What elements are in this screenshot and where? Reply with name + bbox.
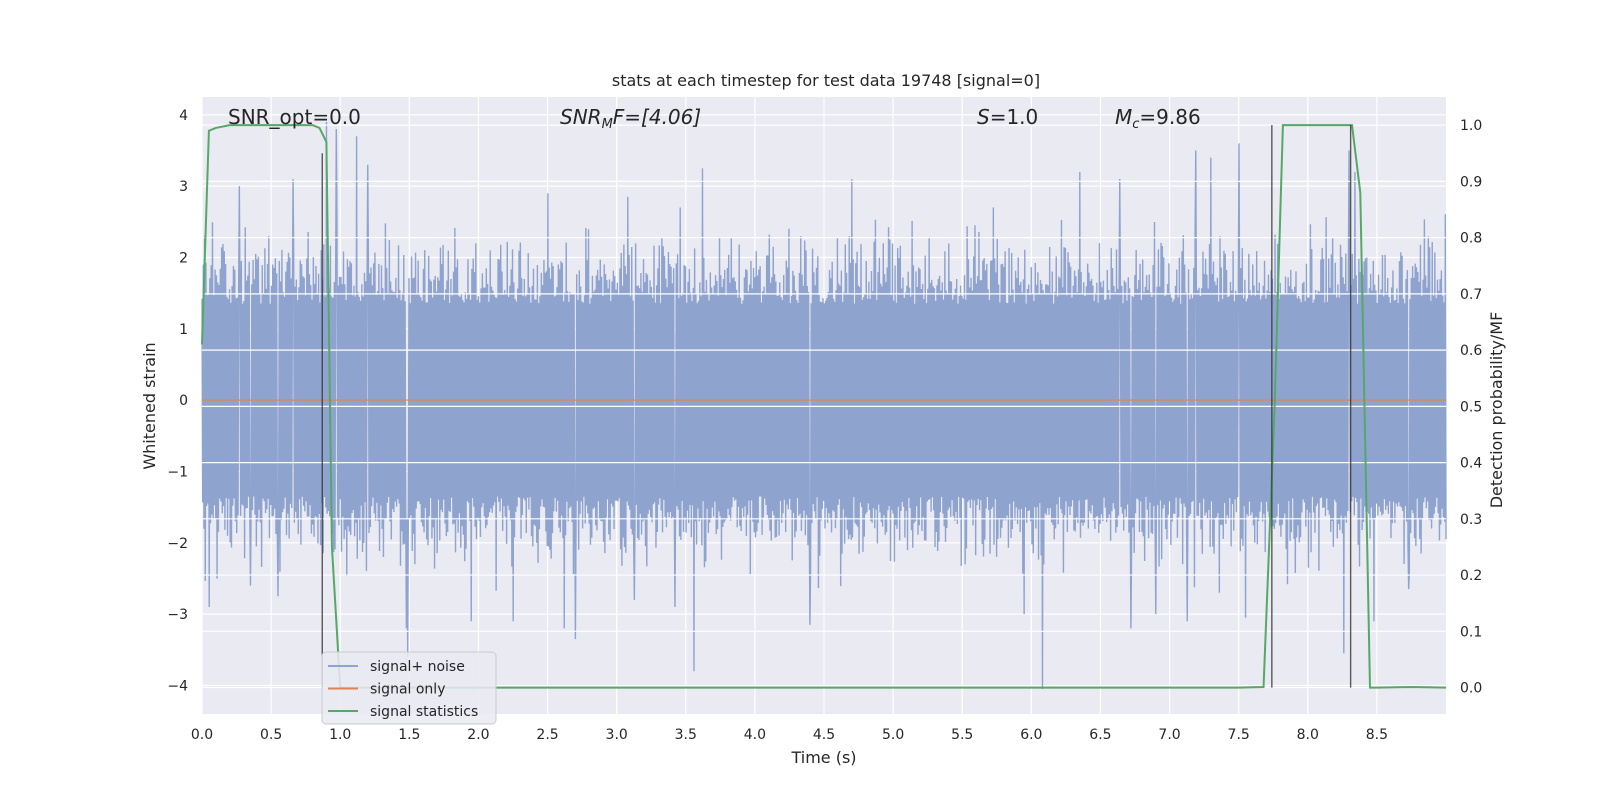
y-axis-label: Whitened strain — [140, 342, 159, 469]
y-tick-label: 0 — [179, 393, 188, 409]
y-tick-label: −4 — [167, 678, 188, 694]
y-right-tick-label: 0.9 — [1460, 174, 1482, 190]
legend-label: signal+ noise — [370, 659, 465, 675]
x-tick-label: 4.5 — [813, 727, 835, 743]
x-tick-label: 1.5 — [398, 727, 420, 743]
y-right-tick-label: 0.1 — [1460, 624, 1482, 640]
annotation-snr-opt: SNR_opt=0.0 — [228, 105, 361, 129]
axis-ticks: 0.0 0.5 1.0 1.5 2.0 2.5 3.0 3.5 4.0 4.5 5.0 5.5 6.0 6… — [167, 108, 1482, 743]
x-axis-label: Time (s) — [790, 748, 856, 767]
threshold-markers — [321, 125, 1352, 688]
y-tick-label: 2 — [179, 250, 188, 266]
legend-box — [321, 651, 497, 725]
y-axis-right-label: Detection probability/MF — [1487, 312, 1506, 509]
y-tick-label: 1 — [179, 322, 188, 338]
y-right-tick-label: 0.6 — [1460, 343, 1482, 359]
legend-label: signal statistics — [370, 704, 478, 720]
x-tick-label: 3.5 — [675, 727, 697, 743]
y-tick-label: −1 — [167, 464, 188, 480]
x-tick-label: 7.5 — [1228, 727, 1250, 743]
y-right-tick-label: 0.5 — [1460, 399, 1482, 415]
y-right-tick-label: 0.2 — [1460, 568, 1482, 584]
signal-plus-noise-line — [201, 121, 1447, 690]
annotation-s: S=1.0 — [977, 105, 1038, 129]
x-tick-label: 0.0 — [191, 727, 213, 743]
annotation-snr-mf-sub: M — [602, 117, 613, 132]
white-overlay-lines — [202, 124, 1446, 689]
y-right-tick-label: 0.8 — [1460, 231, 1482, 247]
y-right-tick-label: 0.3 — [1460, 512, 1482, 528]
x-tick-label: 4.0 — [744, 727, 766, 743]
x-tick-label: 2.0 — [467, 727, 489, 743]
signal-statistics-line — [201, 124, 1447, 689]
annotation-snr-mf: SNRMF=[4.06] — [560, 105, 701, 132]
x-tick-label: 8.0 — [1297, 727, 1319, 743]
y-tick-label: −3 — [167, 607, 188, 623]
x-tick-label: 5.0 — [882, 727, 904, 743]
annotation-snr-mf-rest: F=[4.06] — [613, 105, 701, 129]
y-tick-label: 3 — [179, 179, 188, 195]
y-right-tick-label: 0.0 — [1460, 681, 1482, 697]
legend-label: signal only — [370, 682, 445, 698]
annotation-mc-rest: =9.86 — [1139, 105, 1200, 129]
x-tick-label: 5.5 — [951, 727, 973, 743]
series-signal-plus-noise — [201, 121, 1447, 690]
y-tick-label: 4 — [179, 108, 188, 124]
annotation-s-rest: =1.0 — [990, 105, 1039, 129]
annotation-mc-sub: c — [1132, 117, 1139, 132]
y-right-tick-label: 0.4 — [1460, 456, 1482, 472]
annotation-snr-mf-main: SNR — [560, 105, 602, 129]
x-tick-label: 3.0 — [606, 727, 628, 743]
x-tick-label: 6.0 — [1020, 727, 1042, 743]
annotation-s-main: S — [977, 105, 990, 129]
x-tick-label: 8.5 — [1366, 727, 1388, 743]
annotation-mc-main: M — [1115, 105, 1132, 129]
y-right-tick-label: 1.0 — [1460, 118, 1482, 134]
series-signal-statistics — [201, 124, 1447, 689]
y-right-tick-label: 0.7 — [1460, 287, 1482, 303]
x-tick-label: 6.5 — [1089, 727, 1111, 743]
x-tick-label: 2.5 — [536, 727, 558, 743]
y-tick-label: −2 — [167, 536, 188, 552]
chart-title: stats at each timestep for test data 197… — [612, 71, 1040, 90]
x-tick-label: 0.5 — [260, 727, 282, 743]
x-tick-label: 1.0 — [329, 727, 351, 743]
x-tick-label: 7.0 — [1158, 727, 1180, 743]
legend: signal+ noise signal only signal statistic… — [321, 651, 497, 725]
annotation-mc: Mc=9.86 — [1115, 105, 1201, 132]
